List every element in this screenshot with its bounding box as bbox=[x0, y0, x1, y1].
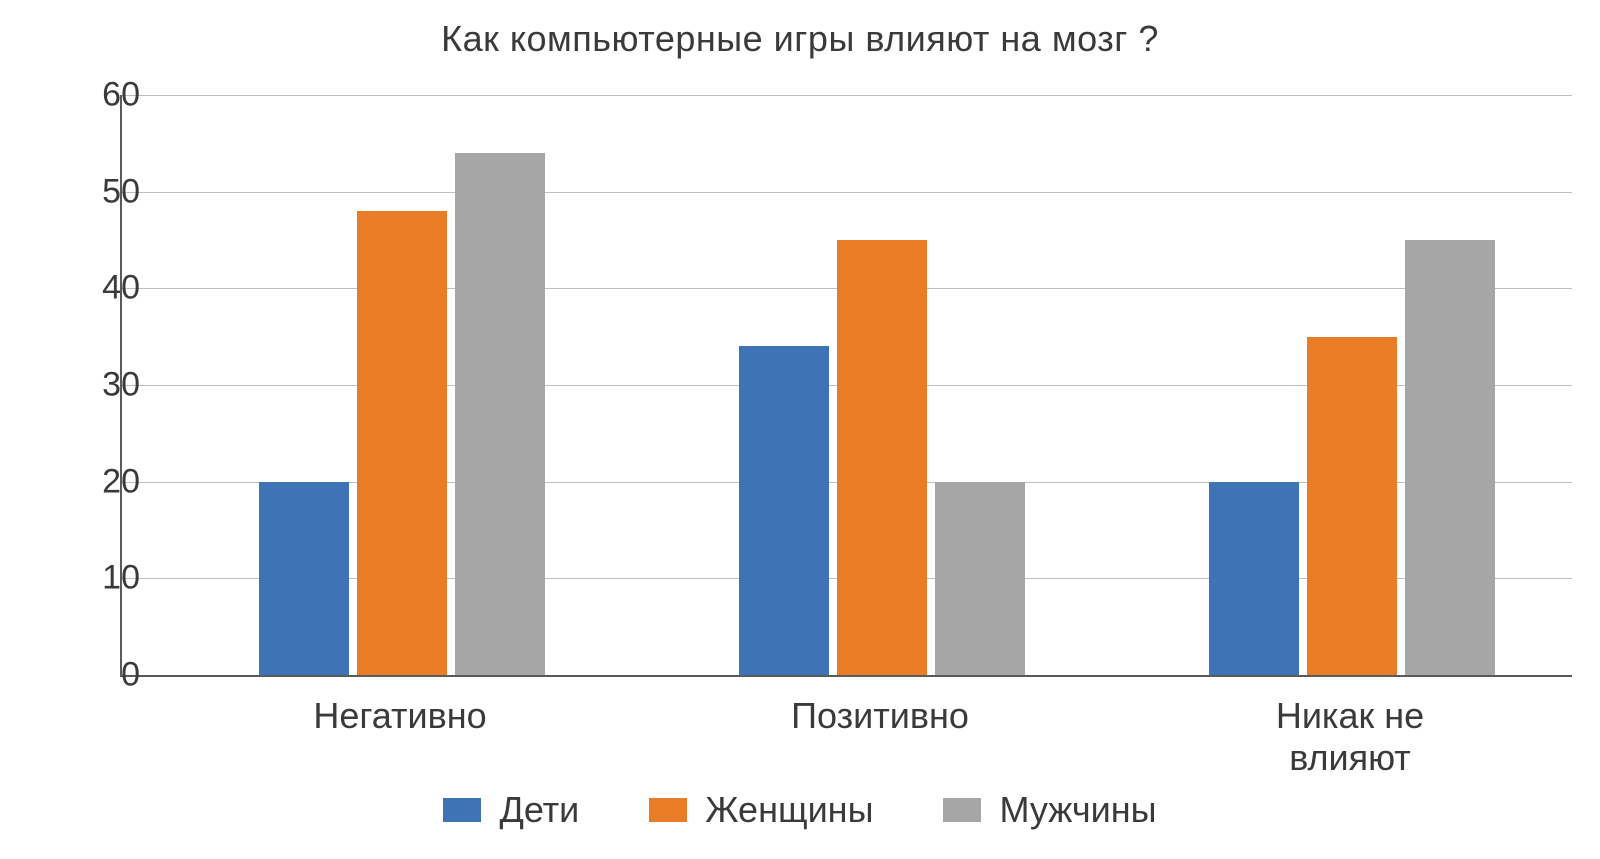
legend-label: Мужчины bbox=[999, 789, 1156, 831]
y-tick-label: 40 bbox=[60, 269, 140, 308]
legend: Дети Женщины Мужчины bbox=[0, 789, 1600, 831]
legend-item: Дети bbox=[443, 789, 579, 831]
legend-swatch bbox=[943, 798, 981, 822]
plot-area bbox=[120, 95, 1572, 677]
legend-label: Женщины bbox=[705, 789, 873, 831]
gridline bbox=[122, 95, 1572, 96]
x-tick-label: Позитивно bbox=[791, 695, 969, 737]
bar bbox=[259, 482, 349, 675]
legend-label: Дети bbox=[499, 789, 579, 831]
y-tick-label: 20 bbox=[60, 462, 140, 501]
gridline bbox=[122, 192, 1572, 193]
bar bbox=[1307, 337, 1397, 675]
bar bbox=[739, 346, 829, 675]
bar bbox=[455, 153, 545, 675]
y-tick-label: 50 bbox=[60, 172, 140, 211]
legend-item: Мужчины bbox=[943, 789, 1156, 831]
x-tick-label: Никак не влияют bbox=[1225, 695, 1475, 779]
bar bbox=[1209, 482, 1299, 675]
legend-swatch bbox=[649, 798, 687, 822]
y-tick-label: 30 bbox=[60, 366, 140, 405]
legend-item: Женщины bbox=[649, 789, 873, 831]
bar bbox=[357, 211, 447, 675]
bar-chart: Как компьютерные игры влияют на мозг ? Д… bbox=[0, 0, 1600, 859]
bar bbox=[935, 482, 1025, 675]
bar bbox=[1405, 240, 1495, 675]
y-tick-label: 0 bbox=[60, 656, 140, 695]
legend-swatch bbox=[443, 798, 481, 822]
chart-title: Как компьютерные игры влияют на мозг ? bbox=[0, 18, 1600, 60]
y-tick-label: 10 bbox=[60, 559, 140, 598]
y-tick-label: 60 bbox=[60, 76, 140, 115]
x-tick-label: Негативно bbox=[313, 695, 486, 737]
bar bbox=[837, 240, 927, 675]
